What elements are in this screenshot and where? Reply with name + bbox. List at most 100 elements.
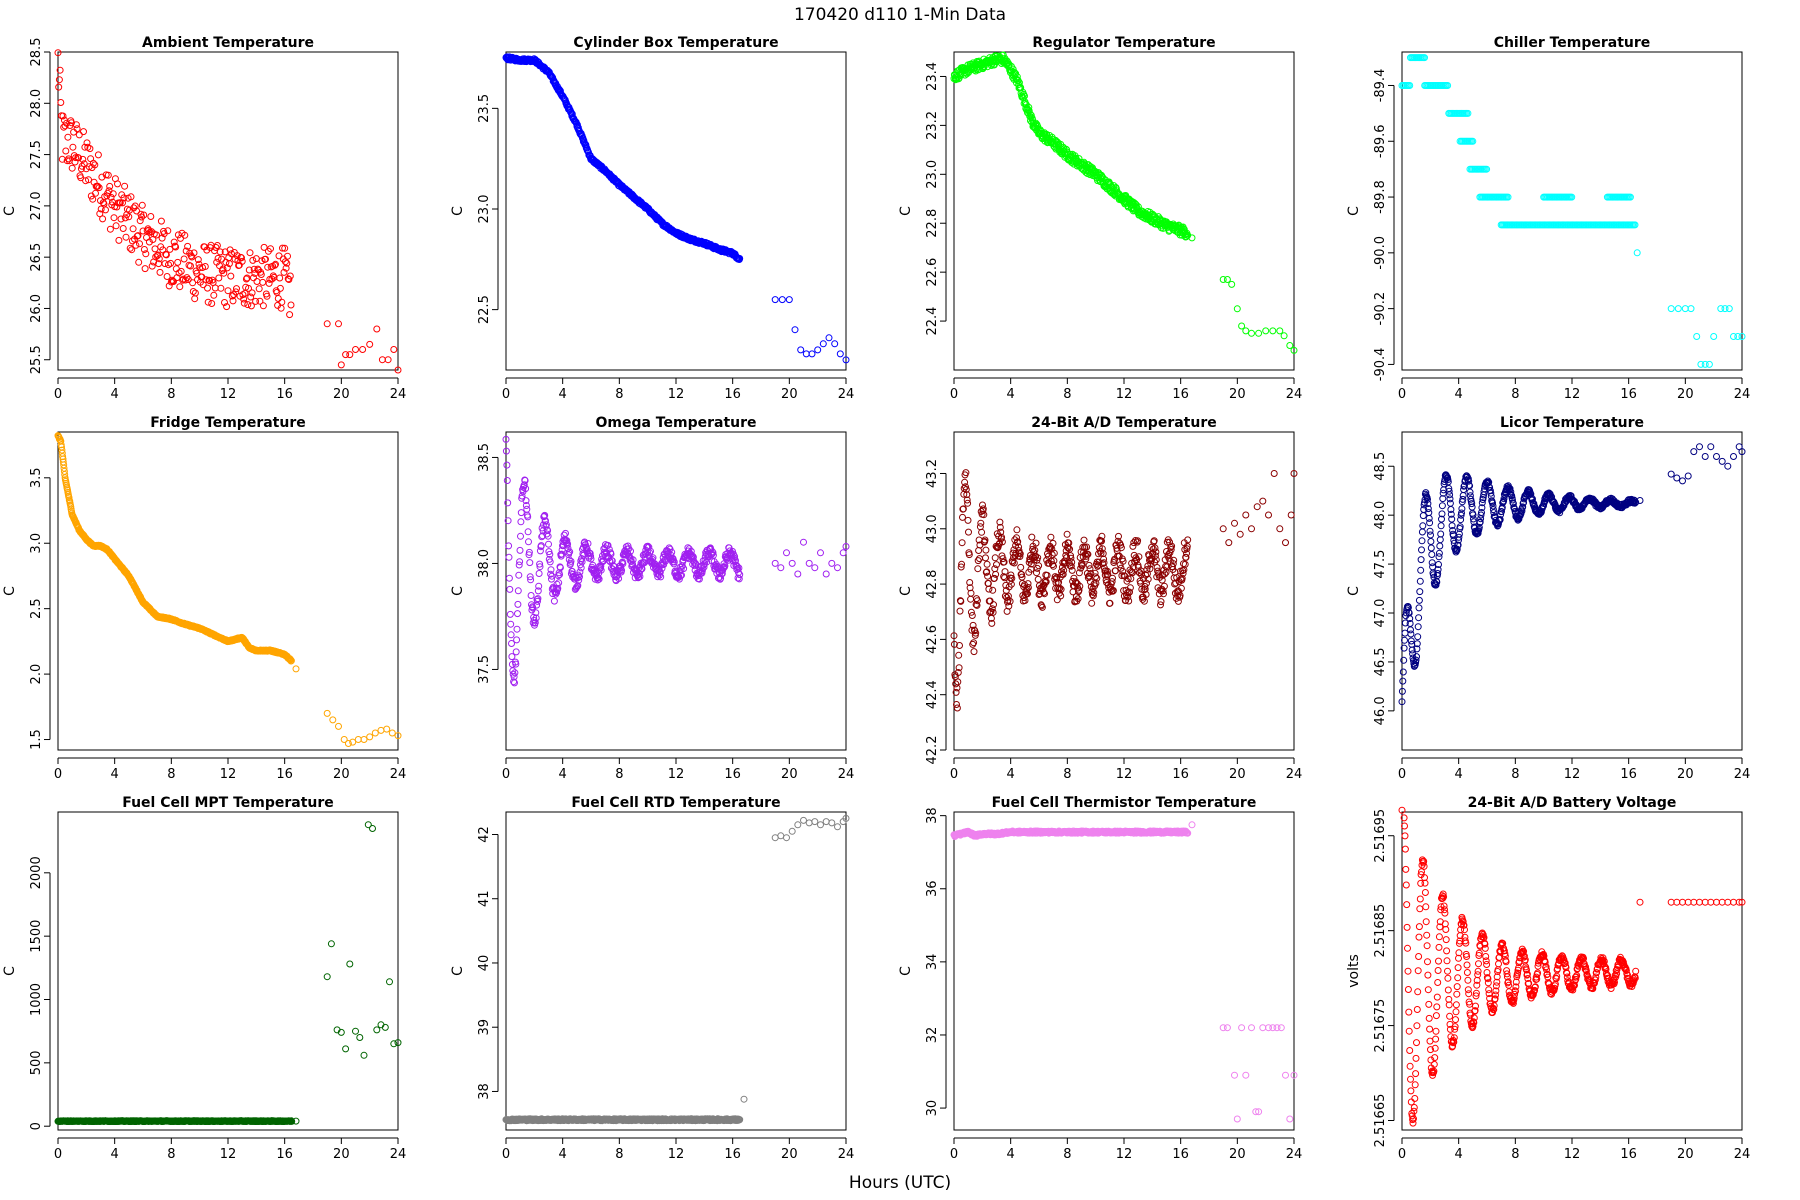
data-point xyxy=(182,247,190,255)
data-point xyxy=(176,283,184,291)
data-point xyxy=(1427,531,1434,539)
data-point xyxy=(233,252,241,260)
data-point xyxy=(208,300,216,307)
data-point xyxy=(112,222,120,230)
data-point xyxy=(335,722,342,730)
x-tick-label: 16 xyxy=(1620,387,1637,402)
data-point xyxy=(1427,538,1435,545)
data-point xyxy=(808,350,816,358)
data-point xyxy=(283,259,291,267)
y-tick-label: 41 xyxy=(477,890,492,907)
data-point xyxy=(70,128,78,136)
data-point xyxy=(1734,333,1742,340)
x-tick-label: 8 xyxy=(615,1147,623,1162)
data-point xyxy=(210,291,218,299)
plot-frame xyxy=(953,431,1295,751)
data-point xyxy=(1242,511,1250,519)
data-point xyxy=(504,499,512,507)
x-tick-label: 8 xyxy=(167,1147,175,1162)
data-point xyxy=(224,287,232,295)
y-tick-label: 27.0 xyxy=(29,191,44,220)
data-point xyxy=(342,1045,350,1053)
x-tick-label: 4 xyxy=(559,767,567,782)
data-point xyxy=(219,265,227,273)
data-point xyxy=(155,255,163,263)
data-point xyxy=(250,265,258,273)
data-point xyxy=(157,217,165,225)
data-point xyxy=(137,210,145,218)
data-point xyxy=(96,210,104,218)
data-point xyxy=(240,299,248,307)
data-point xyxy=(119,225,127,232)
data-point xyxy=(170,278,177,285)
data-point xyxy=(1225,539,1233,547)
y-axis-label: C xyxy=(2,966,18,976)
data-point xyxy=(558,550,566,558)
data-point xyxy=(514,610,521,618)
data-point xyxy=(1080,536,1088,544)
x-tick-label: 24 xyxy=(390,767,407,782)
data-point xyxy=(220,269,228,277)
data-point xyxy=(73,125,81,133)
x-tick-label: 16 xyxy=(724,1147,741,1162)
data-point xyxy=(1248,525,1255,533)
x-tick-label: 0 xyxy=(950,387,958,402)
data-point xyxy=(834,564,841,572)
plot-frame xyxy=(953,51,1295,371)
data-point xyxy=(828,559,836,567)
y-tick-label: 3.0 xyxy=(29,533,44,554)
data-point xyxy=(260,243,268,251)
data-point xyxy=(1034,575,1042,583)
data-point xyxy=(1290,346,1298,354)
data-point xyxy=(527,592,535,599)
data-point xyxy=(214,254,222,262)
data-point xyxy=(1687,305,1695,313)
data-point xyxy=(106,225,114,233)
data-point xyxy=(1415,614,1423,622)
data-point xyxy=(1425,509,1433,517)
data-point xyxy=(172,243,180,251)
data-point xyxy=(534,587,542,595)
data-point xyxy=(211,284,219,292)
panel-title: Ambient Temperature xyxy=(142,35,314,51)
data-point xyxy=(515,561,523,569)
y-tick-label: 28.5 xyxy=(29,38,44,67)
x-tick-label: 4 xyxy=(1455,387,1463,402)
data-point xyxy=(1696,443,1703,451)
data-point xyxy=(190,249,198,257)
data-point xyxy=(369,825,376,832)
x-tick-label: 20 xyxy=(1229,387,1246,402)
data-point xyxy=(573,120,580,128)
data-point xyxy=(194,256,202,264)
plot-frame xyxy=(57,431,399,751)
data-point xyxy=(1017,563,1025,571)
data-point xyxy=(83,139,91,147)
x-tick-label: 0 xyxy=(950,767,958,782)
data-point xyxy=(222,258,230,266)
data-point xyxy=(242,275,250,283)
x-tick-label: 12 xyxy=(1116,767,1133,782)
data-point xyxy=(121,182,129,190)
plot-frame xyxy=(57,811,399,1131)
data-point xyxy=(329,716,337,724)
data-point xyxy=(59,112,67,120)
x-tick-label: 4 xyxy=(111,1147,119,1162)
x-tick-label: 16 xyxy=(1620,767,1637,782)
data-point xyxy=(89,195,97,203)
y-tick-label: 3.5 xyxy=(29,467,44,488)
data-point xyxy=(204,284,211,292)
data-point xyxy=(69,143,77,151)
x-tick-label: 16 xyxy=(724,387,741,402)
data-point xyxy=(1679,477,1686,485)
data-point xyxy=(1399,677,1407,685)
data-point xyxy=(126,206,133,214)
data-point xyxy=(999,51,1007,59)
data-point xyxy=(136,217,144,225)
data-point xyxy=(246,249,254,257)
data-point xyxy=(1717,305,1725,313)
data-point xyxy=(360,736,368,743)
data-point xyxy=(983,560,991,568)
data-point xyxy=(800,538,807,546)
x-tick-label: 16 xyxy=(1172,387,1189,402)
data-point xyxy=(523,505,531,513)
